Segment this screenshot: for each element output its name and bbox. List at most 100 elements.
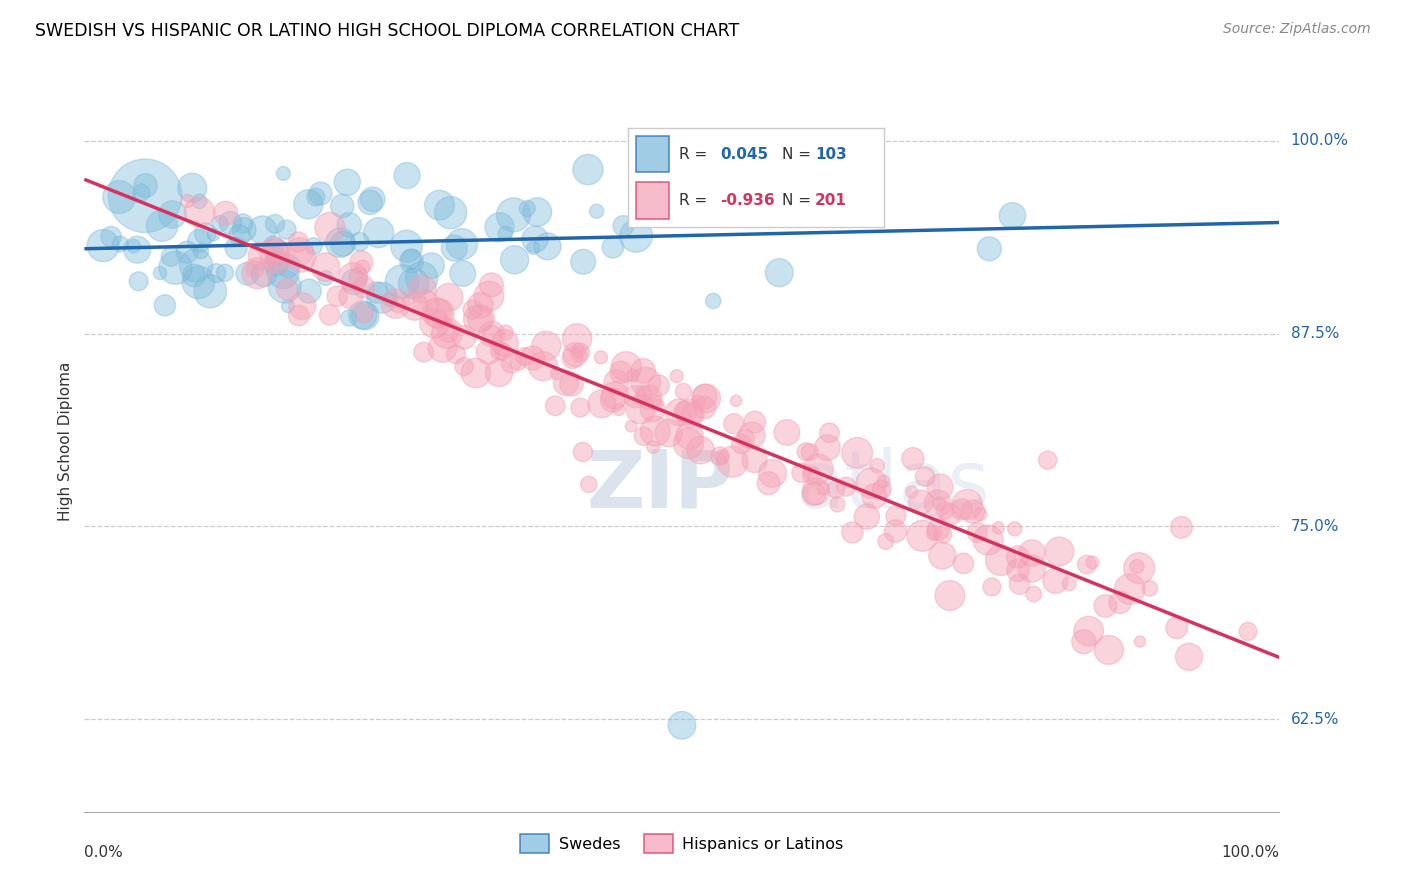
Point bbox=[827, 498, 849, 512]
Point bbox=[870, 483, 893, 497]
Text: atlas: atlas bbox=[796, 447, 990, 525]
Point bbox=[352, 308, 374, 322]
Point bbox=[709, 449, 731, 463]
Point bbox=[927, 496, 949, 510]
Point bbox=[1001, 209, 1024, 223]
Point bbox=[332, 236, 354, 251]
Point bbox=[576, 162, 599, 177]
Point bbox=[288, 309, 311, 323]
Point bbox=[1008, 577, 1031, 591]
Point bbox=[516, 202, 538, 216]
Point bbox=[464, 366, 486, 380]
Point bbox=[326, 289, 349, 303]
Point bbox=[263, 239, 285, 253]
Point bbox=[526, 205, 548, 219]
Point bbox=[134, 178, 156, 193]
Point bbox=[644, 395, 666, 409]
Point bbox=[315, 260, 337, 274]
Text: 0.045: 0.045 bbox=[720, 146, 768, 161]
Point bbox=[198, 285, 221, 299]
Text: 62.5%: 62.5% bbox=[1291, 712, 1339, 727]
Point bbox=[672, 384, 695, 399]
Point bbox=[927, 523, 949, 537]
Point bbox=[565, 331, 588, 345]
Point bbox=[633, 429, 655, 443]
Point bbox=[412, 345, 434, 359]
Point bbox=[401, 254, 423, 268]
Text: 100.0%: 100.0% bbox=[1291, 133, 1348, 148]
Point bbox=[602, 240, 624, 254]
Point bbox=[621, 368, 644, 383]
Point bbox=[371, 291, 394, 305]
Point bbox=[488, 220, 510, 235]
Point bbox=[825, 482, 848, 496]
Point bbox=[932, 527, 955, 541]
Point bbox=[578, 477, 600, 491]
Point bbox=[607, 402, 630, 417]
Point bbox=[287, 235, 309, 249]
Point bbox=[91, 238, 114, 252]
Point bbox=[522, 351, 544, 365]
Point bbox=[481, 326, 503, 341]
Point bbox=[744, 415, 766, 429]
Point bbox=[194, 227, 217, 241]
Point bbox=[610, 365, 633, 379]
Point bbox=[353, 280, 375, 294]
Point bbox=[569, 401, 592, 415]
Point bbox=[481, 328, 503, 343]
Point bbox=[585, 204, 607, 219]
Point bbox=[1007, 563, 1029, 577]
Point bbox=[1098, 643, 1121, 657]
Point bbox=[1076, 558, 1098, 572]
Point bbox=[470, 298, 492, 312]
Point bbox=[744, 453, 766, 467]
Point bbox=[815, 441, 838, 455]
Point bbox=[589, 351, 612, 365]
Point bbox=[342, 269, 364, 284]
Point bbox=[647, 378, 669, 392]
Point bbox=[1129, 634, 1152, 648]
Text: N =: N = bbox=[782, 146, 815, 161]
Point bbox=[150, 219, 173, 233]
Point bbox=[343, 275, 366, 289]
Point bbox=[914, 469, 936, 483]
Point bbox=[1166, 621, 1188, 635]
Point bbox=[931, 549, 953, 563]
Point bbox=[188, 205, 211, 219]
Point bbox=[856, 509, 879, 524]
Point bbox=[911, 529, 934, 543]
Point bbox=[122, 239, 145, 253]
Point bbox=[481, 277, 503, 292]
Point bbox=[488, 366, 510, 380]
Point bbox=[1021, 561, 1043, 575]
Point bbox=[350, 255, 373, 269]
Point bbox=[391, 275, 413, 289]
Point bbox=[453, 359, 475, 374]
Point bbox=[236, 267, 259, 281]
Point bbox=[603, 388, 626, 402]
Point bbox=[353, 307, 375, 321]
Point bbox=[689, 443, 711, 458]
Point bbox=[644, 424, 666, 438]
Point bbox=[1021, 546, 1043, 560]
Point bbox=[128, 274, 150, 288]
Point bbox=[494, 227, 516, 241]
Point bbox=[841, 525, 863, 540]
Point bbox=[800, 468, 823, 483]
Point bbox=[522, 241, 544, 255]
Point bbox=[555, 376, 578, 390]
Point bbox=[190, 244, 212, 259]
Point bbox=[340, 290, 363, 304]
Point bbox=[572, 445, 595, 459]
Point bbox=[264, 244, 287, 258]
Point bbox=[665, 369, 688, 384]
Point bbox=[443, 241, 465, 255]
Point bbox=[290, 250, 312, 264]
Point bbox=[980, 580, 1002, 594]
Point bbox=[605, 376, 627, 390]
Point bbox=[264, 257, 287, 271]
Point bbox=[495, 326, 517, 340]
Point bbox=[354, 309, 377, 323]
Point bbox=[233, 223, 256, 237]
Point bbox=[411, 282, 433, 296]
